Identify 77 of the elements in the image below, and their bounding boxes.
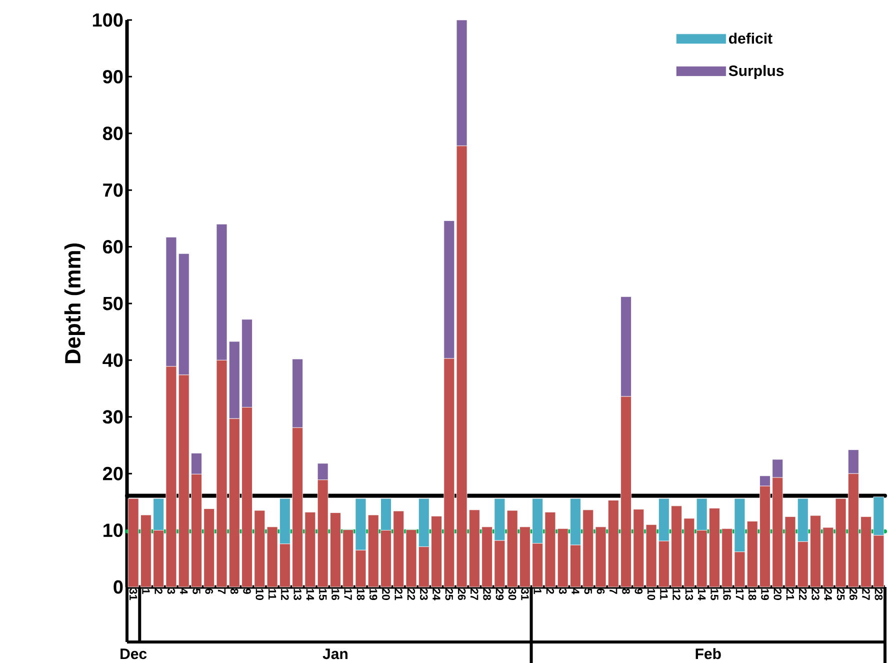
x-tick-label: 20 — [382, 588, 390, 600]
x-tick-label: 4 — [572, 588, 580, 594]
x-tick-label: 11 — [660, 588, 668, 600]
x-tick-label: 5 — [192, 588, 200, 594]
x-tick-label: 3 — [558, 588, 567, 594]
x-tick-label: 31 — [129, 588, 138, 600]
x-tick-label: 27 — [862, 588, 870, 600]
x-tick-label: 17 — [736, 588, 744, 600]
x-tick-label: 22 — [407, 588, 416, 600]
y-tick-label: 0 — [114, 580, 123, 594]
x-tick-label: 26 — [850, 588, 858, 600]
x-tick-label: 4 — [180, 588, 188, 594]
x-tick-label: 15 — [710, 588, 718, 600]
x-tick-label: 15 — [318, 588, 327, 600]
x-tick-label: 18 — [748, 588, 756, 600]
x-tick-label: 14 — [698, 588, 706, 600]
x-tick-label: 23 — [420, 588, 428, 600]
x-tick-label: 18 — [356, 588, 365, 600]
x-tick-label: 1 — [142, 588, 150, 594]
x-tick-label: 24 — [824, 588, 832, 600]
x-tick-label: 25 — [836, 588, 845, 600]
x-tick-label: 21 — [786, 588, 794, 600]
y-tick-label: 10 — [104, 524, 123, 538]
y-tick-label: 40 — [102, 353, 123, 367]
y-tick-label: 90 — [103, 70, 123, 84]
x-tick-label: 27 — [470, 588, 478, 600]
x-tick-label: 10 — [647, 588, 656, 600]
text: Dec — [120, 648, 147, 660]
x-tick-label: 8 — [230, 588, 238, 594]
x-tick-label: 13 — [294, 588, 302, 600]
x-tick-label: 11 — [268, 588, 276, 600]
x-tick-label: 16 — [332, 588, 340, 600]
x-tick-label: 7 — [610, 588, 618, 594]
x-tick-label: 14 — [306, 588, 314, 600]
x-tick-label: 9 — [634, 588, 643, 594]
x-tick-label: 6 — [205, 588, 214, 594]
x-tick-label: 16 — [723, 588, 731, 600]
x-tick-label: 8 — [622, 588, 630, 594]
y-tick-label: 70 — [103, 183, 123, 197]
x-tick-label: 25 — [445, 588, 454, 600]
x-tick-label: 12 — [281, 588, 289, 600]
x-tick-label: 21 — [394, 588, 402, 600]
x-tick-label: 9 — [243, 588, 251, 594]
x-tick-label: 19 — [369, 588, 378, 600]
y-tick-label: 60 — [103, 240, 123, 254]
x-tick-label: 6 — [596, 588, 605, 594]
x-tick-label: 3 — [167, 588, 176, 594]
x-tick-label: 5 — [584, 588, 592, 594]
x-tick-label: 13 — [685, 588, 694, 600]
y-tick-label: 30 — [102, 410, 123, 424]
x-tick-label: 24 — [432, 588, 440, 600]
y-tick-label: 50 — [102, 296, 123, 310]
y-tick-label: 80 — [102, 126, 123, 140]
legend-label: Surplus — [728, 65, 784, 80]
x-tick-label: 10 — [256, 588, 264, 600]
x-tick-label: 7 — [218, 588, 226, 594]
x-tick-label: 19 — [761, 588, 769, 600]
legend-label: deficit — [728, 32, 772, 44]
x-tick-label: 2 — [546, 588, 554, 594]
x-tick-label: 29 — [496, 588, 504, 600]
y-tick-label: 20 — [103, 466, 123, 480]
x-tick-label: 23 — [812, 588, 820, 600]
x-tick-label: 22 — [799, 588, 807, 600]
x-tick-label: 31 — [521, 588, 529, 600]
x-tick-label: 28 — [874, 588, 883, 600]
text: Feb — [696, 648, 721, 660]
x-tick-label: 2 — [154, 588, 162, 594]
x-tick-label: 12 — [672, 588, 680, 600]
x-tick-label: 1 — [534, 588, 542, 594]
x-tick-label: 26 — [458, 588, 466, 600]
y-axis-title: Depth (mm) — [64, 244, 85, 364]
x-tick-label: 30 — [508, 588, 516, 600]
y-tick-label: 100 — [92, 13, 123, 27]
text: Jan — [322, 648, 348, 660]
x-tick-label: 28 — [483, 588, 491, 600]
x-tick-label: 17 — [344, 588, 352, 600]
x-tick-label: 20 — [774, 588, 782, 600]
